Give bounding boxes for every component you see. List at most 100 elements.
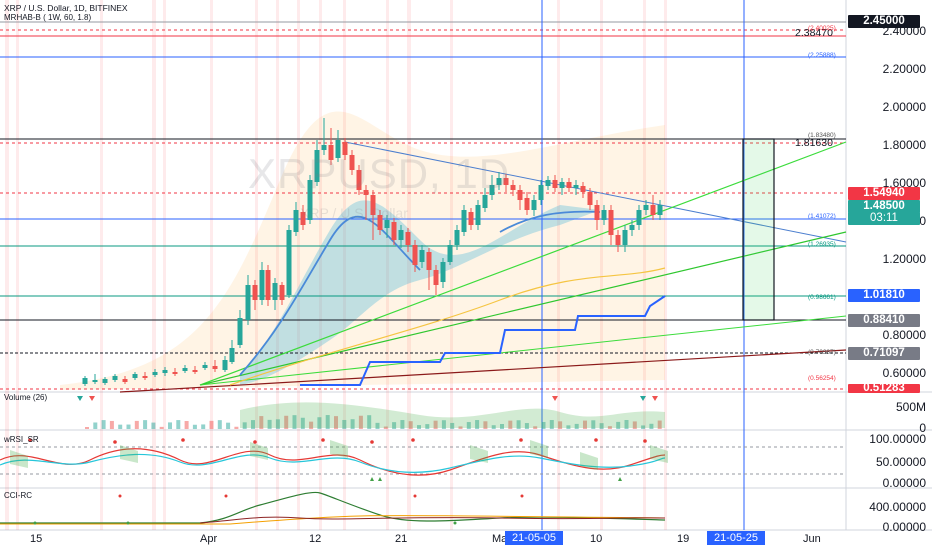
- rsi-histogram: [330, 440, 348, 458]
- candle-body: [580, 186, 586, 192]
- candle-body: [384, 220, 390, 228]
- session-band: [16, 0, 19, 530]
- cci-pane-title[interactable]: CCI-RC: [4, 491, 32, 500]
- volume-bar: [242, 422, 247, 429]
- volume-bar: [649, 423, 654, 429]
- volume-bar: [284, 415, 289, 429]
- candle-body: [419, 250, 425, 262]
- candle-body: [335, 140, 341, 158]
- volume-bar: [292, 415, 297, 429]
- candle-body: [461, 210, 467, 232]
- price-tick: 2.00000: [882, 100, 926, 114]
- symbol-title: XRP / U.S. Dollar, 1D, BITFINEX: [4, 3, 128, 13]
- volume-bar: [309, 421, 314, 429]
- time-tick: 15: [30, 533, 43, 545]
- time-crosshair-label: 21-05-25: [707, 531, 766, 545]
- volume-bar: [541, 421, 546, 429]
- candle-body: [657, 205, 663, 215]
- candle-body: [454, 230, 460, 245]
- candle-body: [172, 372, 178, 374]
- volume-bar: [226, 422, 231, 429]
- session-band: [600, 0, 603, 530]
- candle-body: [489, 185, 495, 195]
- volume-bar: [524, 423, 529, 429]
- volume-pane-title[interactable]: Volume (26): [4, 393, 48, 402]
- volume-bar: [417, 425, 421, 429]
- fib-label: (1.41072): [808, 213, 836, 220]
- volume-bar: [616, 421, 621, 429]
- fib-label: (1.26935): [808, 241, 836, 248]
- fib-label: (0.98661): [808, 294, 836, 301]
- volume-bar: [118, 424, 123, 429]
- trendline: [119, 349, 847, 393]
- volume-bar: [383, 426, 388, 429]
- candle-body: [286, 230, 292, 295]
- candle-body: [622, 230, 628, 245]
- rsi-dot: [643, 439, 647, 443]
- candle-body: [447, 245, 453, 262]
- session-band: [152, 0, 156, 530]
- candle-body: [314, 150, 320, 182]
- rsi-histogram: [120, 445, 138, 463]
- volume-bar: [159, 426, 164, 429]
- volume-bar: [574, 423, 579, 429]
- volume-bar: [425, 424, 430, 429]
- volume-bar: [591, 420, 596, 429]
- volume-bar: [558, 421, 563, 429]
- rsi-dot: [370, 477, 374, 481]
- session-band: [386, 0, 389, 530]
- candle-body: [192, 370, 198, 372]
- volume-bar: [93, 422, 98, 429]
- candle-body: [440, 262, 446, 282]
- session-band: [5, 0, 9, 530]
- session-band: [643, 0, 646, 530]
- candle-body: [398, 230, 404, 240]
- candle-body: [531, 200, 537, 210]
- volume-bar: [408, 421, 413, 429]
- price-badge-indicator: 1.01810: [848, 289, 920, 302]
- session-band: [163, 0, 166, 530]
- cci-dot: [520, 494, 524, 498]
- volume-bar: [184, 421, 189, 429]
- rsi-histogram: [650, 445, 668, 463]
- candle-body: [636, 210, 642, 225]
- volume-bar: [143, 420, 148, 429]
- candle-body: [229, 348, 235, 362]
- volume-bar: [358, 415, 363, 429]
- candle-body: [363, 190, 369, 195]
- volume-axis-label: 500M: [895, 400, 926, 414]
- candle-body: [307, 180, 313, 220]
- price-tick: 0.60000: [882, 366, 926, 380]
- volume-bar: [176, 420, 181, 429]
- rsi-dot: [618, 477, 622, 481]
- volume-bar: [101, 420, 106, 429]
- volume-bar: [126, 424, 131, 429]
- volume-bar: [342, 419, 347, 429]
- rsi-dot: [253, 440, 257, 444]
- session-band: [343, 0, 346, 530]
- signal-marker: [77, 396, 83, 401]
- candle-body: [92, 380, 98, 382]
- cci-signal: [0, 515, 666, 525]
- rsi-dot: [378, 477, 382, 481]
- session-band: [100, 0, 103, 530]
- time-crosshair-label: 21-05-05: [505, 531, 564, 545]
- candle-body: [377, 215, 383, 230]
- candle-body: [237, 318, 243, 345]
- volume-bar: [508, 420, 513, 429]
- price-badge-last: 1.48500: [848, 200, 920, 213]
- fib-label: (0.70387): [808, 349, 836, 356]
- candle-body: [356, 170, 362, 190]
- ha-midline: [499, 210, 601, 233]
- candle-body: [468, 212, 474, 225]
- rsi-dot: [113, 440, 117, 444]
- candle-body: [573, 185, 579, 188]
- wrsi-pane-title[interactable]: wRSI_SR: [4, 435, 39, 444]
- candle-body: [82, 378, 88, 384]
- volume-bar: [317, 417, 322, 429]
- rsi-dot: [411, 438, 415, 442]
- session-band: [450, 0, 453, 530]
- volume-bar: [234, 426, 239, 429]
- price-badge-level: 0.71097: [848, 347, 920, 360]
